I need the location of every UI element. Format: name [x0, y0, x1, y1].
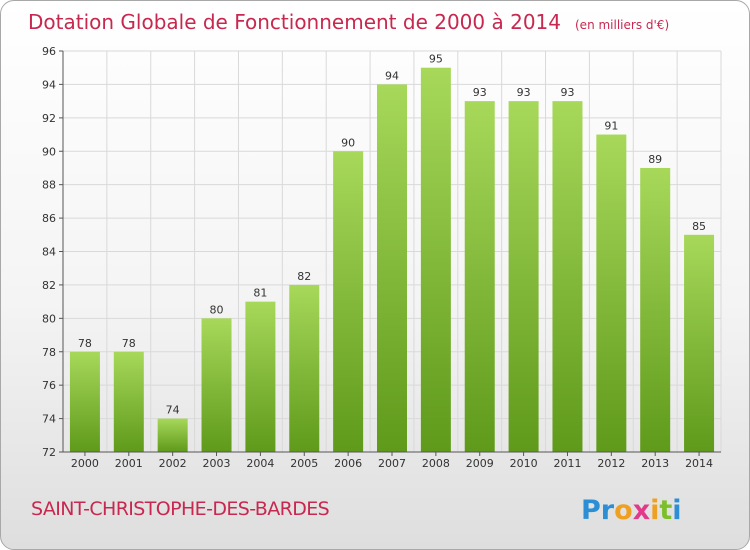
bar-2003 — [201, 318, 232, 452]
bar-2004 — [245, 301, 276, 452]
y-tick-label: 72 — [42, 446, 56, 459]
y-tick-label: 94 — [42, 78, 56, 91]
axes — [59, 50, 721, 456]
data-label-2007: 94 — [385, 69, 399, 82]
y-tick-label: 92 — [42, 112, 56, 125]
bar-2013 — [640, 167, 671, 453]
data-label-2002: 74 — [166, 404, 180, 417]
bar-2008 — [420, 67, 451, 452]
bar-2006 — [333, 151, 364, 452]
data-label-2006: 90 — [341, 136, 355, 149]
data-label-2003: 80 — [210, 303, 224, 316]
x-tick-label-2000: 2000 — [71, 457, 99, 470]
y-tick-label: 84 — [42, 246, 56, 259]
data-label-2014: 85 — [692, 220, 706, 233]
x-tick-label-2006: 2006 — [334, 457, 362, 470]
y-tick-label: 96 — [42, 45, 56, 58]
bar-2012 — [596, 134, 627, 452]
x-tick-label-2012: 2012 — [597, 457, 625, 470]
y-tick-label: 80 — [42, 312, 56, 325]
chart-title-unit: (en milliers d'€) — [575, 18, 669, 32]
data-label-2005: 82 — [297, 270, 311, 283]
data-label-2013: 89 — [648, 153, 662, 166]
data-label-2012: 91 — [604, 120, 618, 133]
data-label-2009: 93 — [473, 86, 487, 99]
data-label-2008: 95 — [429, 53, 443, 66]
x-tick-label-2009: 2009 — [466, 457, 494, 470]
bar-2000 — [69, 351, 100, 452]
x-tick-label-2014: 2014 — [685, 457, 713, 470]
bar-2010 — [508, 101, 539, 452]
y-tick-label: 82 — [42, 279, 56, 292]
proxiti-logo-text: Proxiti — [581, 495, 682, 526]
data-label-2001: 78 — [122, 337, 136, 350]
x-tick-label-2010: 2010 — [510, 457, 538, 470]
bar-2007 — [377, 84, 407, 453]
y-tick-label: 90 — [42, 145, 56, 158]
x-tick-label-2008: 2008 — [422, 457, 450, 470]
y-tick-label: 86 — [42, 212, 56, 225]
bar-2001 — [113, 351, 144, 452]
bars — [69, 67, 715, 453]
chart-title: Dotation Globale de Fonctionnement de 20… — [28, 10, 669, 34]
x-tick-label-2004: 2004 — [246, 457, 274, 470]
data-label-2011: 93 — [560, 86, 574, 99]
bar-2014 — [684, 234, 715, 452]
x-tick-label-2013: 2013 — [641, 457, 669, 470]
y-tick-label: 76 — [42, 379, 56, 392]
bar-2009 — [464, 101, 495, 452]
data-label-2010: 93 — [517, 86, 531, 99]
y-tick-label: 74 — [42, 413, 56, 426]
chart-title-main: Dotation Globale de Fonctionnement de 20… — [28, 10, 561, 34]
proxiti-logo: Proxiti — [581, 495, 682, 526]
x-tick-label-2011: 2011 — [553, 457, 581, 470]
data-label-2004: 81 — [253, 287, 267, 300]
y-tick-label: 78 — [42, 346, 56, 359]
bar-2005 — [289, 284, 320, 452]
x-tick-label-2002: 2002 — [159, 457, 187, 470]
x-tick-label-2007: 2007 — [378, 457, 406, 470]
y-tick-label: 88 — [42, 179, 56, 192]
x-tick-label-2003: 2003 — [203, 457, 231, 470]
data-label-2000: 78 — [78, 337, 92, 350]
labels: 72 74 76 78 80 82 84 86 88 90 92 94 96 78 2000 78 2001 74… — [42, 45, 713, 470]
bar-2011 — [552, 101, 583, 452]
x-tick-label-2005: 2005 — [290, 457, 318, 470]
commune-name: SAINT-CHRISTOPHE-DES-BARDES — [31, 498, 329, 520]
bar-2002 — [157, 418, 188, 452]
x-tick-label-2001: 2001 — [115, 457, 143, 470]
